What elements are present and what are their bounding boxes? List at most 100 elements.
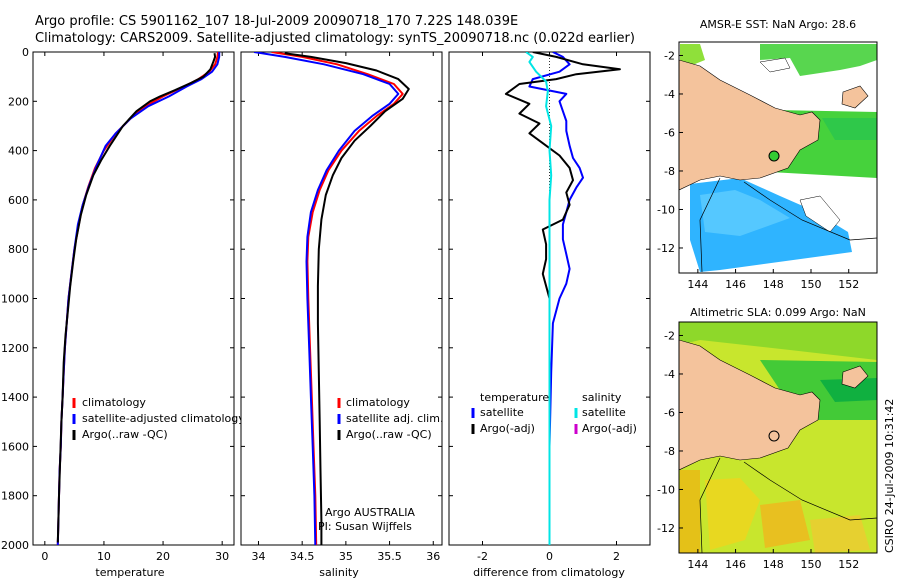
legend-label-climatology: climatology <box>346 396 410 409</box>
x-tick-label: 0 <box>41 550 48 563</box>
title-line-1: Argo profile: CS 5901162_107 18-Jul-2009… <box>35 14 518 29</box>
x-tick-label: 36 <box>426 550 440 563</box>
sst-lon-ticks: 144 146 148 150 152 <box>687 269 859 291</box>
x-tick-label: 34 <box>251 550 265 563</box>
y-tick-label: 1600 <box>1 440 29 453</box>
legend-label-argo: Argo(..raw -QC) <box>346 428 432 441</box>
x-tick-label: -2 <box>477 550 488 563</box>
sst-argo-marker <box>768 150 780 162</box>
lat-tick-label: -12 <box>657 242 675 255</box>
lat-tick-label: -4 <box>664 368 675 381</box>
y-tick-label: 0 <box>22 46 29 59</box>
sst-lat-ticks: -2 -4 -6 -8 -10 -12 <box>657 49 683 255</box>
difference-legend: temperature satellite Argo(-adj) salinit… <box>471 391 637 435</box>
lat-tick-label: -4 <box>664 88 675 101</box>
lat-tick-label: -10 <box>657 483 675 496</box>
legend-label-climatology: climatology <box>82 396 146 409</box>
lon-tick-label: 150 <box>801 278 822 291</box>
sst-map-frame <box>678 41 878 274</box>
annotation-argo-australia: Argo AUSTRALIA <box>325 506 415 519</box>
series-line-temperature-argo <box>504 52 621 545</box>
y-tick-label: 2000 <box>1 539 29 552</box>
lon-tick-label: 148 <box>763 558 784 571</box>
annotation-pi: PI: Susan Wijffels <box>318 520 412 533</box>
temperature-ticks: 0 10 20 30 <box>33 51 234 563</box>
x-tick-label: 30 <box>215 550 229 563</box>
sla-map-title: Altimetric SLA: 0.099 Argo: NaN <box>690 306 866 319</box>
title-line-2: Climatology: CARS2009. Satellite-adjuste… <box>35 31 635 46</box>
lon-tick-label: 152 <box>838 558 859 571</box>
lat-tick-label: -2 <box>664 49 675 62</box>
x-tick-label: 20 <box>156 550 170 563</box>
y-tick-label: 400 <box>8 145 29 158</box>
temperature-axes-frame <box>32 51 235 546</box>
salinity-legend: climatology satellite adj. clim. Argo(..… <box>337 396 443 441</box>
difference-xlabel: difference from climatology <box>473 566 625 579</box>
salinity-lines <box>253 52 410 545</box>
temperature-legend: climatology satellite-adjusted climatolo… <box>72 396 245 441</box>
sla-map-field <box>679 322 877 553</box>
legend-heading-temperature: temperature <box>480 391 549 404</box>
salinity-xlabel: salinity <box>319 566 359 579</box>
x-tick-label: 34.5 <box>290 550 315 563</box>
lat-tick-label: -8 <box>664 445 675 458</box>
series-line-satellite <box>253 52 400 545</box>
sst-map-title: AMSR-E SST: NaN Argo: 28.6 <box>700 18 856 31</box>
salinity-axes-frame <box>240 51 443 546</box>
y-tick-label: 1200 <box>1 342 29 355</box>
side-credit: CSIRO 24-Jul-2009 10:31:42 <box>883 399 896 553</box>
difference-panel: -2 0 2 difference from climatology tempera… <box>448 51 651 579</box>
sla-lat-ticks: -2 -4 -6 -8 -10 -12 <box>657 329 683 535</box>
legend-label-satellite: satellite-adjusted climatology <box>82 412 245 425</box>
y-tick-label: 1800 <box>1 490 29 503</box>
y-tick-label: 800 <box>8 243 29 256</box>
temperature-panel: 0 200 400 600 800 1000 1200 1400 1600 1800 2000 0 1… <box>1 46 245 579</box>
lon-tick-label: 152 <box>838 278 859 291</box>
lat-tick-label: -10 <box>657 203 675 216</box>
salinity-ticks: 34 34.5 35 35.5 36 <box>241 51 442 563</box>
lon-tick-label: 148 <box>763 278 784 291</box>
legend-label-satellite: satellite adj. clim. <box>346 412 443 425</box>
y-tick-label: 1400 <box>1 391 29 404</box>
legend-heading-salinity: salinity <box>582 391 622 404</box>
series-line-argo <box>56 53 217 543</box>
lat-tick-label: -2 <box>664 329 675 342</box>
difference-lines <box>504 52 621 545</box>
legend-label-temp-argo: Argo(-adj) <box>480 422 535 435</box>
x-tick-label: 10 <box>97 550 111 563</box>
salinity-panel: 34 34.5 35 35.5 36 salinity climatology sate… <box>240 51 443 579</box>
sst-map: AMSR-E SST: NaN Argo: 28.6 144 146 148 150 1… <box>657 18 878 291</box>
sla-map-frame <box>678 321 878 554</box>
y-tick-label: 600 <box>8 194 29 207</box>
x-tick-label: 35.5 <box>377 550 402 563</box>
sla-argo-marker <box>768 430 780 442</box>
lon-tick-label: 144 <box>687 558 708 571</box>
lat-tick-label: -12 <box>657 522 675 535</box>
legend-label-sal-argo: Argo(-adj) <box>582 422 637 435</box>
y-tick-label: 200 <box>8 95 29 108</box>
depth-ticks: 0 200 400 600 800 1000 1200 1400 1600 1800 2000 <box>1 46 29 552</box>
temperature-lines <box>56 52 221 545</box>
x-tick-label: 35 <box>339 550 353 563</box>
sla-map: Altimetric SLA: 0.099 Argo: NaN 144 146 14… <box>657 306 878 571</box>
sla-lon-ticks: 144 146 148 150 152 <box>687 549 859 571</box>
lon-tick-label: 146 <box>725 558 746 571</box>
lon-tick-label: 144 <box>687 278 708 291</box>
legend-label-temp-satellite: satellite <box>480 406 524 419</box>
sst-map-field <box>679 42 877 273</box>
lat-tick-label: -6 <box>664 126 675 139</box>
lat-tick-label: -8 <box>664 165 675 178</box>
x-tick-label: 2 <box>613 550 620 563</box>
legend-label-argo: Argo(..raw -QC) <box>82 428 168 441</box>
legend-label-sal-satellite: satellite <box>582 406 626 419</box>
y-tick-label: 1000 <box>1 293 29 306</box>
lon-tick-label: 150 <box>801 558 822 571</box>
series-line-argo <box>284 52 410 545</box>
series-line-salinity-satellite <box>525 52 553 545</box>
lon-tick-label: 146 <box>725 278 746 291</box>
lat-tick-label: -6 <box>664 406 675 419</box>
x-tick-label: 0 <box>546 550 553 563</box>
difference-ticks: -2 0 2 <box>449 51 650 563</box>
temperature-xlabel: temperature <box>95 566 164 579</box>
